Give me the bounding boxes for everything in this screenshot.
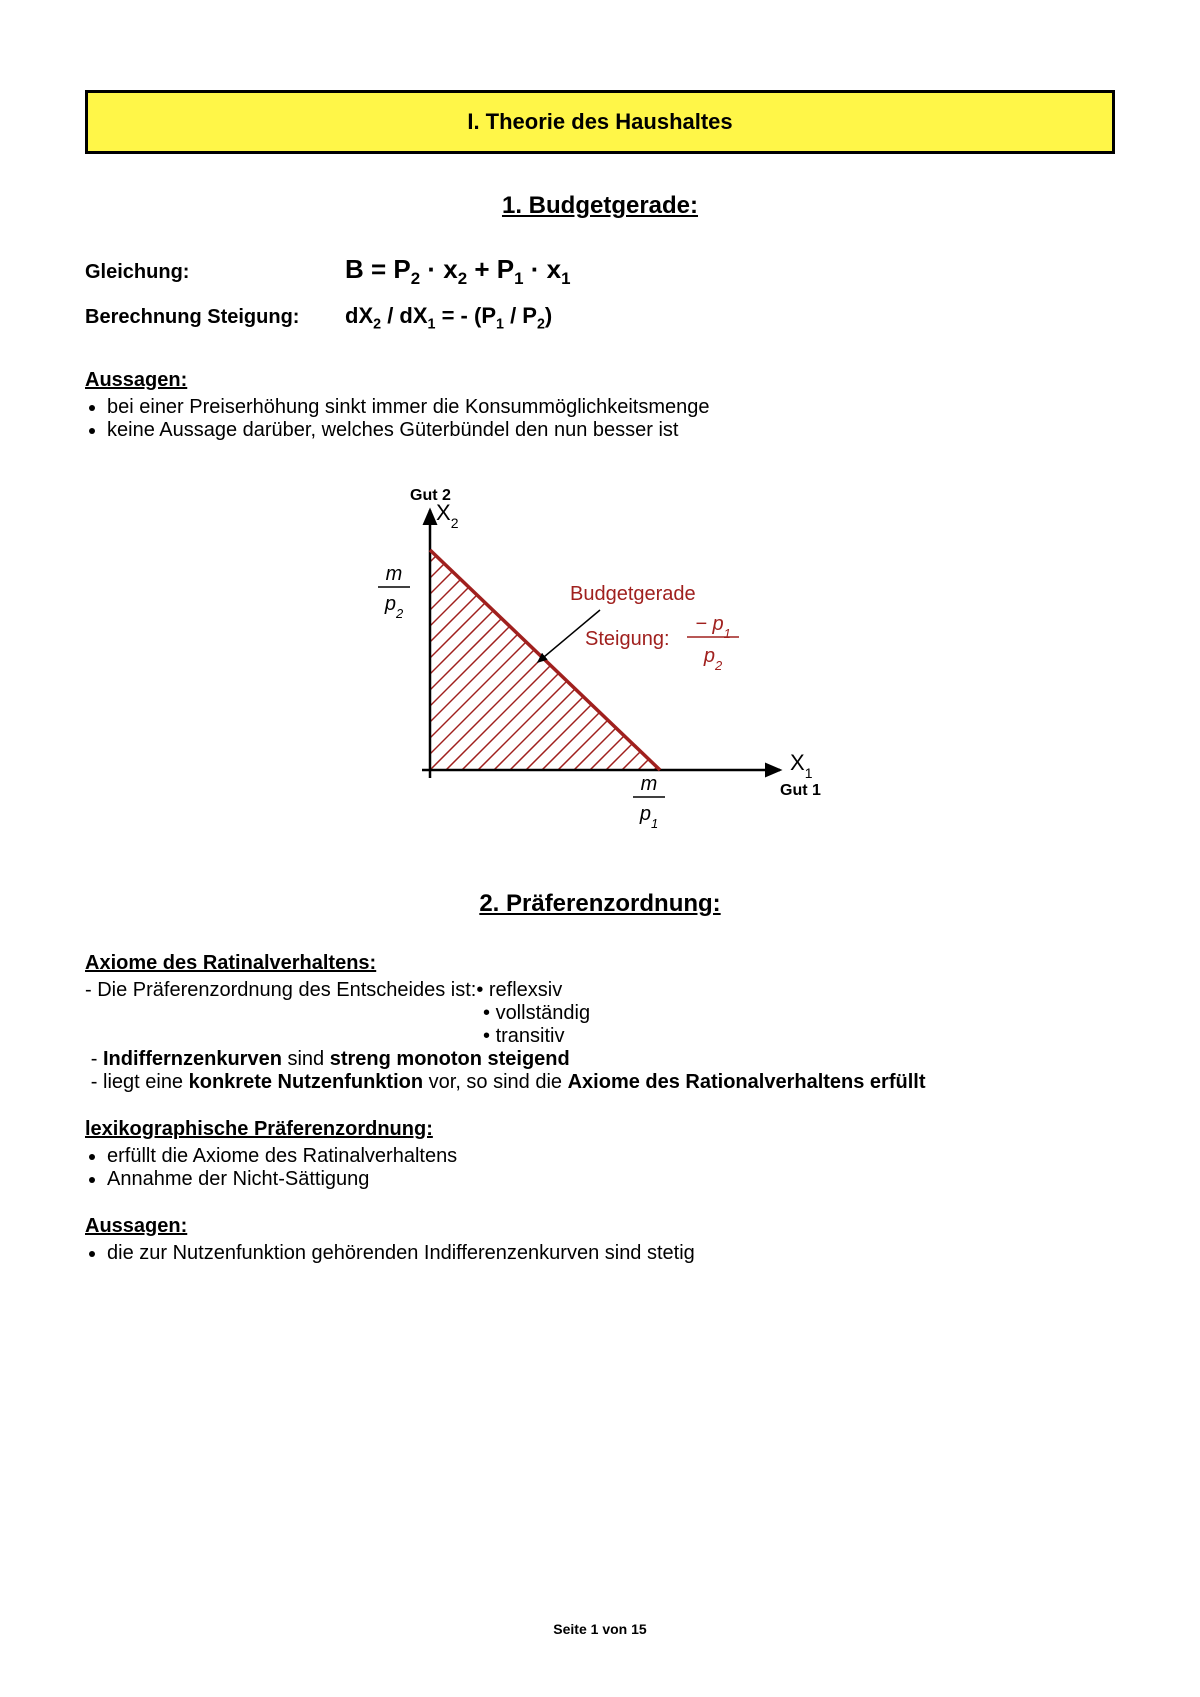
equation-label: Gleichung: [85, 261, 345, 284]
title-banner: I. Theorie des Haushaltes [85, 90, 1115, 154]
pref-intro: Die Präferenzordnung des Entscheides ist… [97, 979, 476, 1001]
aussagen-list: bei einer Preiserhöhung sinkt immer die … [85, 396, 1115, 442]
pref-prop: vollständig [483, 1002, 1115, 1025]
list-item: Annahme der Nicht-Sättigung [107, 1168, 1115, 1191]
svg-text:p2: p2 [703, 645, 723, 673]
budget-chart: Gut 2X2mp2BudgetgeradeSteigung:− p1p2X1G… [320, 470, 880, 830]
pref-block: - Die Präferenzordnung des Entscheides i… [85, 979, 1115, 1048]
aussagen-heading: Aussagen: [85, 369, 1115, 392]
svg-text:Gut 1: Gut 1 [780, 782, 821, 799]
svg-text:m: m [641, 773, 658, 795]
list-item: die zur Nutzenfunktion gehörenden Indiff… [107, 1242, 1115, 1265]
svg-text:m: m [386, 563, 403, 585]
svg-text:X2: X2 [436, 500, 459, 531]
list-item: keine Aussage darüber, welches Güterbünd… [107, 419, 1115, 442]
slope-label: Berechnung Steigung: [85, 306, 345, 329]
equation-row: Gleichung: B = P2 · x2 + P1 · x1 [85, 254, 1115, 285]
pref-props-rest: vollständig transitiv [85, 1002, 1115, 1048]
svg-text:Steigung:: Steigung: [585, 628, 670, 650]
section-2-heading: 2. Präferenzordnung: [85, 890, 1115, 918]
list-item: erfüllt die Axiome des Ratinalverhaltens [107, 1145, 1115, 1168]
svg-text:Budgetgerade: Budgetgerade [570, 583, 696, 605]
slope-formula: dX2 / dX1 = - (P1 / P2) [345, 303, 552, 329]
page-footer: Seite 1 von 15 [0, 1621, 1200, 1637]
pref-prop: reflexsiv [476, 979, 562, 1002]
axiom-extra-list: Indiffernzenkurven sind streng monoton s… [85, 1048, 1115, 1094]
list-item: liegt eine konkrete Nutzenfunktion vor, … [103, 1071, 1115, 1094]
svg-text:p1: p1 [639, 803, 658, 830]
svg-text:X1: X1 [790, 750, 813, 781]
slope-row: Berechnung Steigung: dX2 / dX1 = - (P1 /… [85, 303, 1115, 329]
pref-props-list: reflexsiv [476, 979, 562, 1002]
svg-text:p2: p2 [384, 593, 404, 621]
list-item: bei einer Preiserhöhung sinkt immer die … [107, 396, 1115, 419]
chart-svg: Gut 2X2mp2BudgetgeradeSteigung:− p1p2X1G… [320, 470, 880, 830]
aussagen2-heading: Aussagen: [85, 1215, 1115, 1238]
page: I. Theorie des Haushaltes 1. Budgetgerad… [0, 0, 1200, 1697]
aussagen2-list: die zur Nutzenfunktion gehörenden Indiff… [85, 1242, 1115, 1265]
axioms-heading: Axiome des Ratinalverhaltens: [85, 952, 1115, 975]
lex-heading: lexikographische Präferenzordnung: [85, 1118, 1115, 1141]
pref-prop: transitiv [483, 1025, 1115, 1048]
section-1-heading: 1. Budgetgerade: [85, 192, 1115, 220]
equation-formula: B = P2 · x2 + P1 · x1 [345, 254, 571, 285]
list-item: Indiffernzenkurven sind streng monoton s… [103, 1048, 1115, 1071]
lex-list: erfüllt die Axiome des Ratinalverhaltens… [85, 1145, 1115, 1191]
